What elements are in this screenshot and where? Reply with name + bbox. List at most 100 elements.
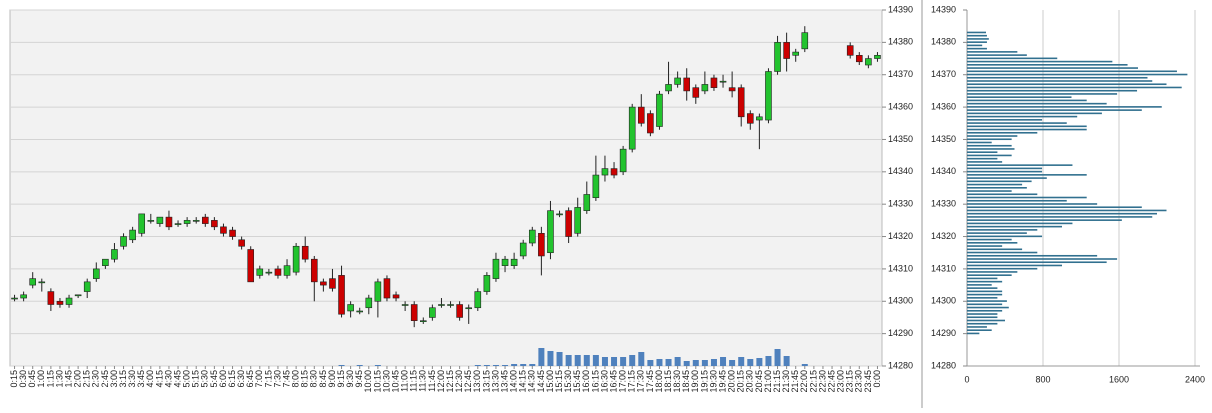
profile-bar	[967, 144, 1012, 147]
candle-body	[492, 258, 500, 279]
y-tick-label: 14320	[931, 231, 956, 241]
x-tick-label: 14:45	[536, 370, 546, 393]
x-tick-label: 6:45	[245, 370, 255, 388]
x-tick-label: 18:00	[654, 370, 664, 393]
profile-bar	[967, 316, 998, 319]
x-tick-label: 18:30	[672, 370, 682, 393]
profile-bar	[967, 235, 1043, 238]
profile-bar	[967, 102, 1107, 105]
profile-bar	[967, 322, 998, 325]
y-tick-label: 14360	[888, 101, 913, 111]
y-tick-label: 14380	[888, 37, 913, 47]
candle-body	[410, 304, 418, 321]
profile-bar	[967, 47, 987, 50]
x-tick-label: 22:15	[808, 370, 818, 393]
y-tick-label: 14330	[931, 199, 956, 209]
volume-bar	[565, 355, 572, 366]
candle-body	[865, 58, 872, 66]
profile-bar	[967, 248, 1023, 251]
profile-bar	[967, 38, 989, 40]
x-tick-label: 0:00	[872, 370, 882, 388]
x-tick-label: 6:15	[227, 370, 237, 388]
x-tick-label: 10:45	[390, 370, 400, 393]
profile-bar	[967, 267, 1038, 270]
x-tick-label: 9:15	[336, 370, 346, 388]
x-tick-label: 1:30	[54, 370, 64, 388]
candle-body	[111, 249, 118, 260]
x-tick-label: 2:30	[91, 370, 101, 388]
x-tick-label: 23:00	[836, 370, 846, 393]
candle-body	[701, 84, 709, 92]
x-tick-label: 21:15	[772, 370, 782, 393]
x-tick-label: 9:45	[354, 370, 364, 388]
profile-bar	[967, 206, 1142, 209]
x-tick-label: 13:30	[490, 370, 500, 393]
profile-bar	[967, 196, 1087, 199]
volume-bar	[747, 359, 754, 366]
candle-body	[92, 268, 100, 279]
volume-bar	[629, 355, 636, 366]
candle-body	[438, 304, 445, 306]
y-tick-label: 14390	[888, 4, 913, 14]
x-tick-label: 7:45	[281, 370, 291, 388]
profile-bar	[967, 180, 1032, 183]
x-tick-label: 4:30	[163, 370, 173, 388]
volume-bar	[356, 365, 363, 366]
volume-bar	[647, 360, 654, 366]
candle-body	[583, 194, 591, 211]
candle-body	[846, 45, 854, 56]
x-tick-label: 14:30	[527, 370, 537, 393]
volume-bar	[756, 358, 763, 366]
profile-bar	[967, 187, 1027, 189]
candle-body	[38, 281, 46, 284]
profile-bar	[967, 89, 1138, 92]
x-tick-label: 2:00	[73, 370, 83, 388]
y-tick-label: 14340	[931, 166, 956, 176]
x-tick-label: 12:45	[463, 370, 473, 393]
profile-bar	[967, 170, 1043, 173]
candle-body	[102, 258, 109, 266]
candle-body	[365, 297, 373, 309]
profile-bar	[967, 167, 1043, 170]
candle-body	[519, 242, 527, 257]
x-tick-label: 800	[1035, 374, 1050, 384]
y-tick-label: 14390	[931, 4, 956, 14]
candle-body	[174, 223, 182, 225]
profile-bar	[967, 190, 1012, 192]
volume-bar	[374, 365, 381, 366]
profile-bar	[967, 44, 983, 47]
y-tick-label: 14370	[931, 69, 956, 79]
candle-body	[656, 93, 663, 127]
profile-bar	[967, 128, 1087, 131]
candle-body	[229, 229, 236, 237]
candle-body	[665, 84, 672, 92]
profile-bar	[967, 319, 1005, 322]
x-tick-label: 2400	[1185, 374, 1205, 384]
x-tick-label: 17:15	[627, 370, 637, 393]
candle-body	[538, 233, 545, 257]
profile-bar	[967, 76, 1148, 79]
profile-bar	[967, 209, 1167, 212]
x-tick-label: 17:30	[636, 370, 646, 393]
y-tick-label: 14360	[931, 101, 956, 111]
y-tick-label: 14340	[888, 166, 913, 176]
x-tick-label: 14:00	[509, 370, 519, 393]
volume-bar	[492, 365, 499, 366]
x-tick-label: 22:45	[826, 370, 836, 393]
candle-body	[74, 294, 82, 297]
candle-body	[192, 220, 200, 222]
profile-bar	[967, 164, 1073, 166]
candle-body	[692, 87, 700, 98]
y-tick-label: 14350	[931, 134, 956, 144]
x-tick-label: 0:45	[27, 370, 37, 388]
x-tick-label: 8:00	[291, 370, 301, 388]
volume-bar	[547, 351, 554, 366]
candle-body	[156, 216, 164, 224]
y-tick-label: 14310	[888, 263, 913, 273]
profile-bar	[967, 290, 1003, 293]
profile-bar	[967, 112, 1102, 115]
x-tick-label: 4:45	[172, 370, 182, 388]
volume-bar	[674, 357, 681, 366]
x-tick-label: 13:15	[481, 370, 491, 393]
